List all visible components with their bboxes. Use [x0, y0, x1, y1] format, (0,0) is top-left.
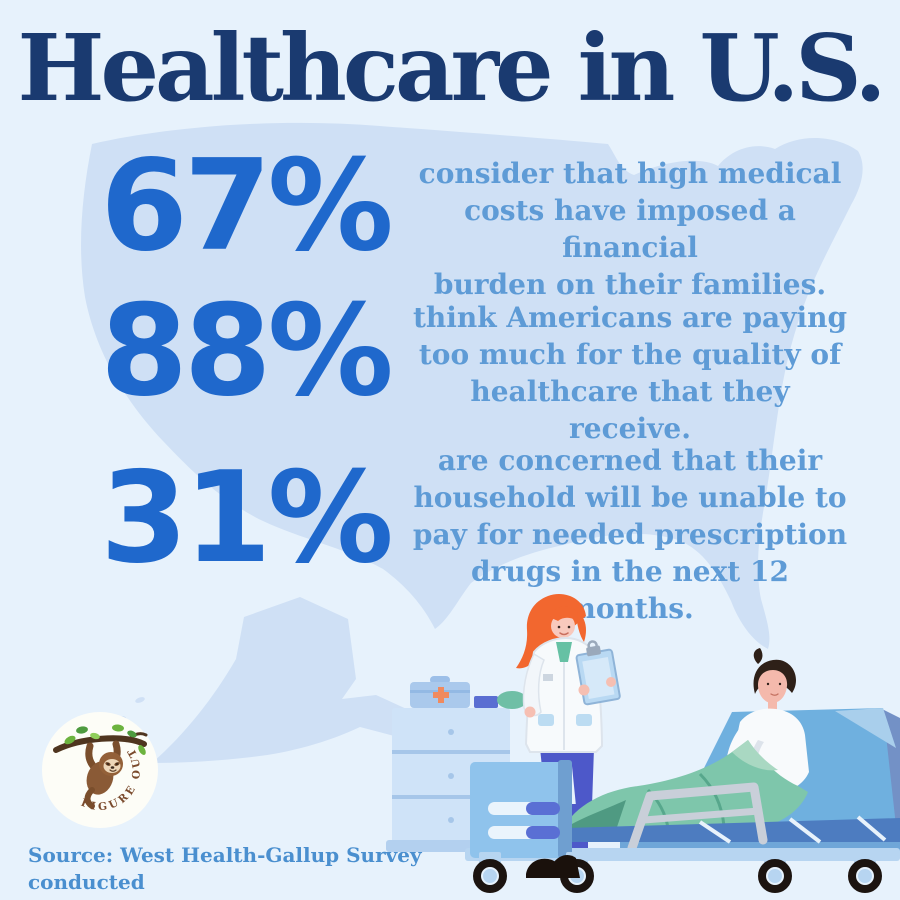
source-note: Source: West Health-Gallup Survey conduc… — [28, 843, 446, 900]
stat-value-31: 31% — [100, 444, 394, 591]
alaska-shape — [152, 597, 462, 763]
sloth-on-branch-illustration — [53, 724, 148, 809]
doctor-patient-illustration — [386, 594, 900, 893]
small-box — [474, 696, 498, 708]
doctor-shirt — [556, 642, 572, 662]
page-title: Healthcare in U.S. — [17, 14, 887, 122]
stat-description-67: consider that high medical costs have im… — [418, 157, 842, 301]
figure-out-logo: FIGURE OUT — [42, 712, 158, 828]
blanket — [562, 740, 808, 830]
first-aid-kit — [410, 676, 470, 708]
bowl — [497, 691, 527, 709]
doctor-shoes — [526, 854, 580, 878]
bed-rail — [627, 782, 768, 853]
island-shape — [135, 697, 145, 703]
us-mainland-shape — [81, 122, 863, 649]
patient-face — [758, 670, 788, 703]
stat-value-88: 88% — [100, 277, 394, 424]
bed-wheels — [473, 852, 882, 893]
stat-description-31: are concerned that their household will … — [412, 444, 848, 625]
stat-value-67: 67% — [100, 132, 394, 279]
bed-footboard — [470, 760, 572, 858]
stat-description-88: think Americans are paying too much for … — [412, 301, 848, 445]
